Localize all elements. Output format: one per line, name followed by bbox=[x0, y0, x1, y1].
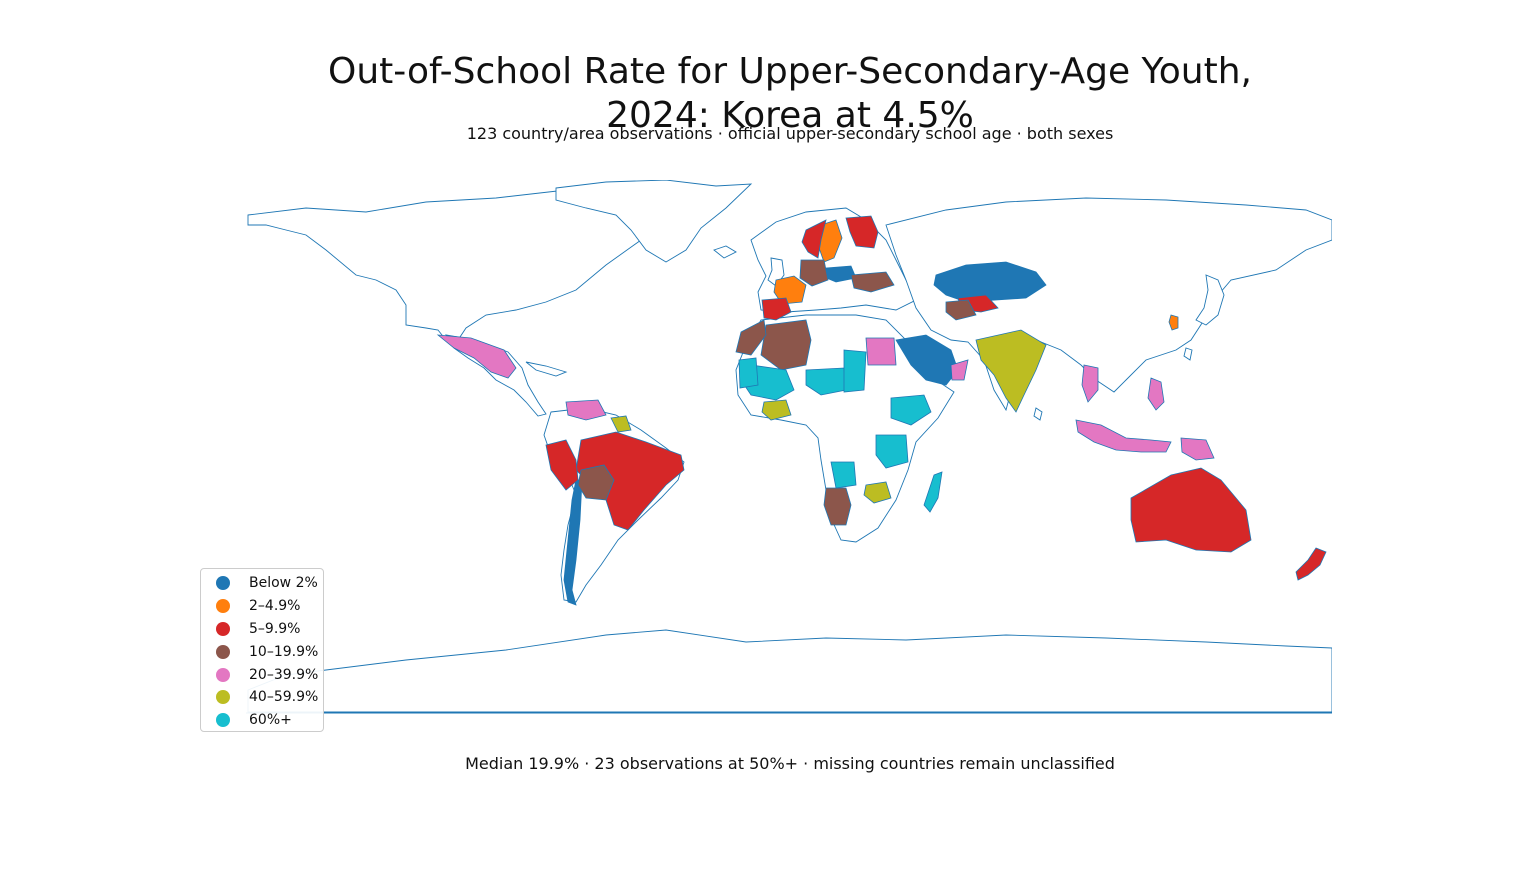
country-india bbox=[975, 329, 1047, 413]
country-germany bbox=[799, 259, 829, 287]
legend-label: 60%+ bbox=[249, 712, 292, 729]
country-tanzania bbox=[875, 434, 909, 469]
country-bolivia bbox=[577, 464, 615, 501]
country-cote-d-ivoire bbox=[761, 399, 792, 421]
legend-label: 5–9.9% bbox=[249, 620, 301, 637]
country-guyana bbox=[610, 415, 632, 433]
country-angola bbox=[830, 461, 857, 489]
map-subtitle: 123 country/area observations · official… bbox=[466, 124, 1114, 143]
world-choropleth-map bbox=[246, 180, 1332, 714]
land-greenland bbox=[555, 180, 753, 263]
land-taiwan bbox=[1183, 347, 1193, 361]
land-antarctica bbox=[247, 629, 1332, 713]
country-algeria bbox=[760, 319, 812, 371]
country-chile bbox=[563, 479, 583, 606]
country-kazakhstan bbox=[933, 261, 1047, 303]
country-thailand bbox=[1081, 364, 1099, 403]
legend-label: 40–59.9% bbox=[249, 689, 319, 706]
country-mexico bbox=[436, 334, 517, 379]
legend-label: 2–4.9% bbox=[249, 598, 301, 615]
legend-item: 2–4.9% bbox=[201, 595, 323, 618]
land-caribbean bbox=[525, 361, 568, 377]
legend-swatch bbox=[216, 621, 230, 636]
country-papua-new-guinea bbox=[1180, 437, 1215, 461]
country-chad bbox=[843, 349, 867, 393]
country-madagascar bbox=[923, 471, 943, 513]
land-north-america bbox=[247, 189, 667, 341]
country-oman bbox=[950, 359, 969, 381]
title-line-2: 2024: Korea at 4.5% bbox=[606, 95, 974, 136]
country-namibia bbox=[823, 487, 852, 526]
legend-item: 10–19.9% bbox=[201, 640, 323, 663]
legend-item: Below 2% bbox=[201, 572, 323, 595]
country-korea bbox=[1168, 314, 1179, 331]
country-norway bbox=[801, 219, 827, 259]
country-australia bbox=[1130, 467, 1252, 553]
country-finland bbox=[845, 215, 879, 249]
legend-label: 10–19.9% bbox=[249, 643, 319, 660]
legend-swatch bbox=[216, 713, 230, 728]
legend-swatch bbox=[216, 667, 230, 682]
land-sri-lanka bbox=[1033, 407, 1043, 421]
country-morocco bbox=[735, 319, 767, 356]
country-mauritania bbox=[738, 357, 759, 389]
country-ukraine bbox=[850, 271, 895, 293]
country-new-zealand bbox=[1295, 547, 1327, 581]
country-niger bbox=[805, 367, 847, 396]
country-egypt bbox=[865, 337, 897, 366]
country-ethiopia bbox=[890, 394, 932, 426]
country-philippines bbox=[1147, 377, 1165, 411]
legend-item: 5–9.9% bbox=[201, 618, 323, 641]
legend-label: 20–39.9% bbox=[249, 666, 319, 683]
legend-item: 20–39.9% bbox=[201, 663, 323, 686]
country-turkmenistan bbox=[945, 299, 977, 321]
map-title: Out-of-School Rate for Upper-Secondary-A… bbox=[0, 50, 1540, 138]
land-japan bbox=[1195, 274, 1225, 326]
legend: Below 2% 2–4.9% 5–9.9% 10–19.9% 20–39.9%… bbox=[200, 568, 324, 732]
legend-swatch bbox=[216, 599, 230, 614]
legend-swatch bbox=[216, 644, 230, 659]
legend-item: 60%+ bbox=[201, 709, 323, 732]
legend-swatch bbox=[216, 576, 230, 591]
country-france bbox=[773, 275, 807, 305]
country-spain bbox=[761, 297, 792, 321]
country-venezuela bbox=[565, 399, 607, 421]
country-zimbabwe bbox=[863, 481, 892, 504]
country-peru bbox=[545, 439, 579, 491]
country-indonesia bbox=[1075, 419, 1172, 453]
title-line-1: Out-of-School Rate for Upper-Secondary-A… bbox=[328, 51, 1252, 92]
legend-item: 40–59.9% bbox=[201, 686, 323, 709]
legend-swatch bbox=[216, 690, 230, 705]
map-footnote: Median 19.9% · 23 observations at 50%+ ·… bbox=[465, 754, 1115, 773]
legend-label: Below 2% bbox=[249, 575, 318, 592]
classified-countries bbox=[436, 215, 1327, 606]
land-iceland bbox=[713, 245, 737, 259]
